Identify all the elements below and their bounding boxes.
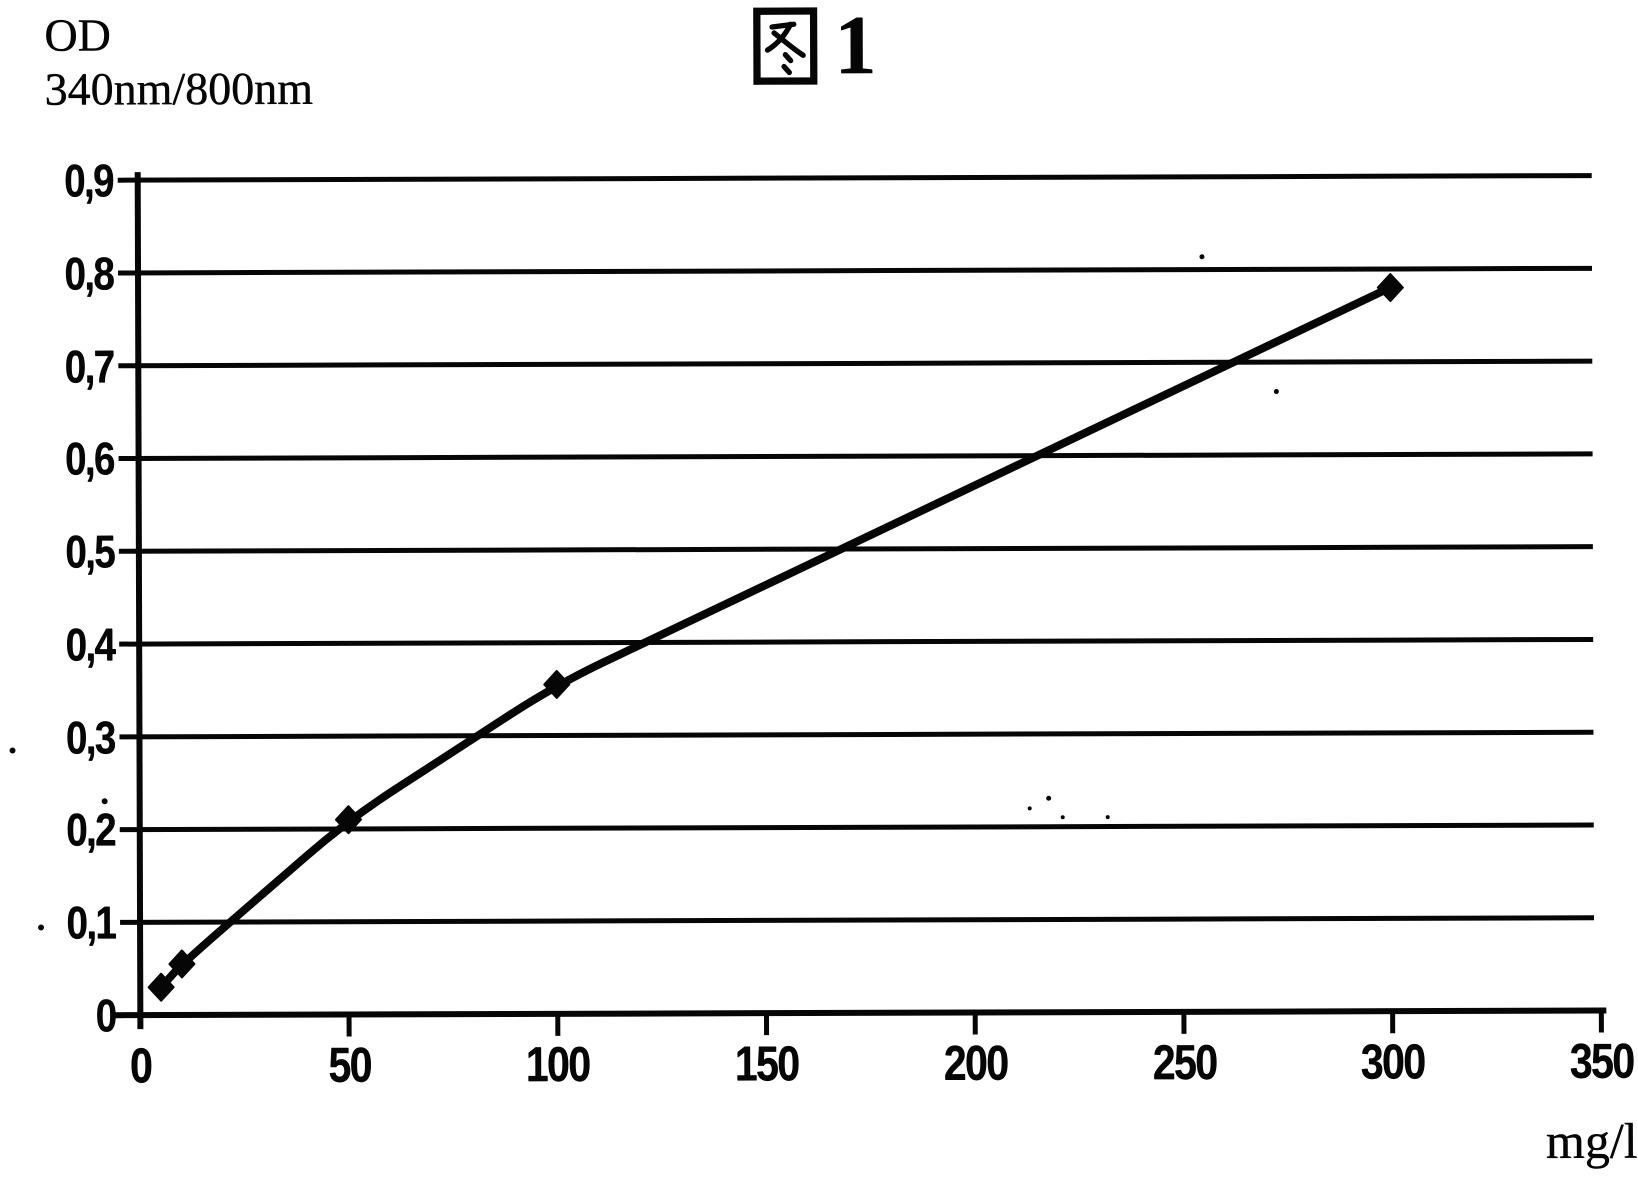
- data-curve: [159, 288, 1393, 988]
- grid-line-y-8: [118, 268, 1592, 273]
- scan-noise-speck-3: [1199, 254, 1204, 259]
- y-tick-label-8: 0,8: [39, 248, 113, 298]
- y-tick-label-3: 0,3: [40, 712, 114, 762]
- y-tick-label-9: 0,9: [39, 155, 113, 205]
- x-axis-line: [114, 1011, 1606, 1016]
- grid-line-y-5: [119, 547, 1593, 552]
- y-tick-label-4: 0,4: [40, 619, 114, 669]
- scan-noise-speck-9: [1222, 367, 1226, 371]
- grid-line-y-6: [119, 454, 1593, 459]
- grid-line-y-1: [120, 918, 1594, 923]
- y-tick-label-6: 0,6: [40, 434, 114, 484]
- x-tick-label-5: 250: [1129, 1037, 1238, 1089]
- x-tick-label-7: 350: [1547, 1035, 1638, 1087]
- scan-noise-speck-5: [1046, 796, 1051, 801]
- scan-noise-speck-6: [1028, 806, 1032, 810]
- y-tick-label-0: 0: [41, 990, 115, 1040]
- grid-line-y-7: [118, 361, 1592, 366]
- scan-noise-speck-7: [1061, 815, 1065, 819]
- y-axis-line: [138, 172, 141, 1029]
- y-tick-label-2: 0,2: [41, 805, 115, 855]
- y-tick-label-5: 0,5: [40, 526, 114, 576]
- x-tick-label-3: 150: [712, 1038, 821, 1090]
- grid-line-y-3: [119, 732, 1593, 737]
- x-tick-label-0: 0: [86, 1040, 195, 1092]
- y-tick-label-7: 0,7: [39, 341, 113, 391]
- x-tick-label-1: 50: [295, 1039, 404, 1091]
- grid-line-y-9: [118, 176, 1592, 181]
- x-tick-label-6: 300: [1338, 1036, 1447, 1088]
- scan-noise-speck-0: [10, 748, 16, 754]
- scan-noise-speck-8: [1106, 815, 1110, 819]
- x-tick-label-2: 100: [503, 1039, 612, 1091]
- x-axis-unit-label: mg/l: [1546, 1111, 1638, 1169]
- grid-line-y-4: [119, 639, 1593, 644]
- x-tick-label-4: 200: [921, 1037, 1030, 1089]
- scan-noise-speck-4: [1274, 389, 1279, 394]
- y-tick-label-1: 0,1: [41, 897, 115, 947]
- data-point-marker-4: [1378, 274, 1403, 301]
